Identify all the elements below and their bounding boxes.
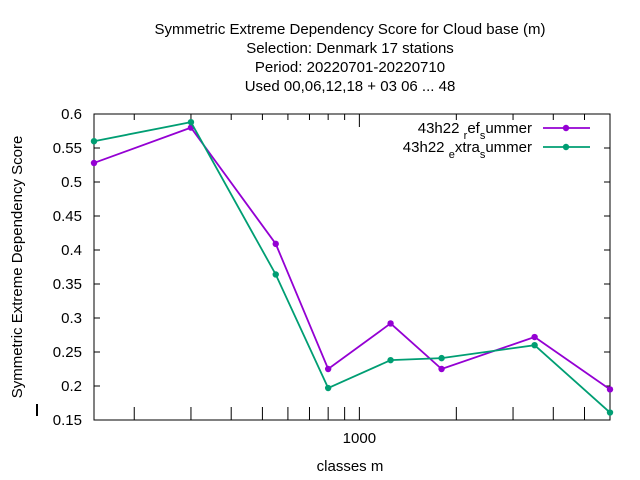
x-axis: 1000 xyxy=(36,114,585,447)
y-tick-label: 0.55 xyxy=(53,140,82,157)
series-1-point xyxy=(438,365,445,373)
y-tick-label: 0.6 xyxy=(61,106,82,123)
y-tick-label: 0.25 xyxy=(53,344,82,361)
legend-swatch-point-2 xyxy=(562,143,570,151)
legend-swatch-point-1 xyxy=(562,124,570,132)
series-2-point xyxy=(324,384,332,392)
series-1-point xyxy=(90,159,98,167)
title-line-2: Selection: Denmark 17 stations xyxy=(246,40,454,57)
y-tick-label: 0.3 xyxy=(61,310,82,327)
series-1-point xyxy=(531,333,538,341)
y-tick-label: 0.5 xyxy=(61,174,82,191)
plot-frame xyxy=(93,113,611,421)
series-2-point xyxy=(187,118,195,126)
x-tick-label: 1000 xyxy=(343,430,376,447)
series-1-point xyxy=(324,365,332,373)
series-2-point xyxy=(438,354,445,362)
series-1-point xyxy=(387,320,394,327)
series-1-point xyxy=(272,240,279,248)
chart-title: Symmetric Extreme Dependency Score for C… xyxy=(155,21,546,95)
series-2-point xyxy=(272,271,279,278)
y-tick-label: 0.15 xyxy=(53,412,82,429)
series-2-point xyxy=(606,409,614,416)
y-tick-label: 0.4 xyxy=(61,242,82,259)
x-axis-label: classes m xyxy=(317,458,384,475)
legend-label-2: 43h22 extrasummer xyxy=(403,139,532,161)
y-axis: 0.15 0.2 0.25 0.3 0.35 0.4 0.45 0.5 0.55 0.6 xyxy=(53,106,610,429)
series-1-line xyxy=(93,126,611,391)
y-tick-label: 0.2 xyxy=(61,378,82,395)
y-axis-label: Symmetric Extreme Dependency Score xyxy=(9,136,26,399)
series-2-point xyxy=(387,356,394,364)
title-line-3: Period: 20220701-20220710 xyxy=(255,59,445,76)
title-line-4: Used 00,06,12,18 + 03 06 ... 48 xyxy=(245,78,456,95)
series-2-point xyxy=(90,138,98,145)
series-lines xyxy=(90,118,614,416)
legend-label-1: 43h22 refsummer xyxy=(418,120,532,142)
title-line-1: Symmetric Extreme Dependency Score for C… xyxy=(155,21,546,38)
y-tick-label: 0.35 xyxy=(53,276,82,293)
series-2-point xyxy=(531,342,538,349)
series-1-point xyxy=(606,386,614,393)
plot-border xyxy=(93,113,611,421)
y-tick-label: 0.45 xyxy=(53,208,82,225)
series-2-line xyxy=(93,121,611,414)
